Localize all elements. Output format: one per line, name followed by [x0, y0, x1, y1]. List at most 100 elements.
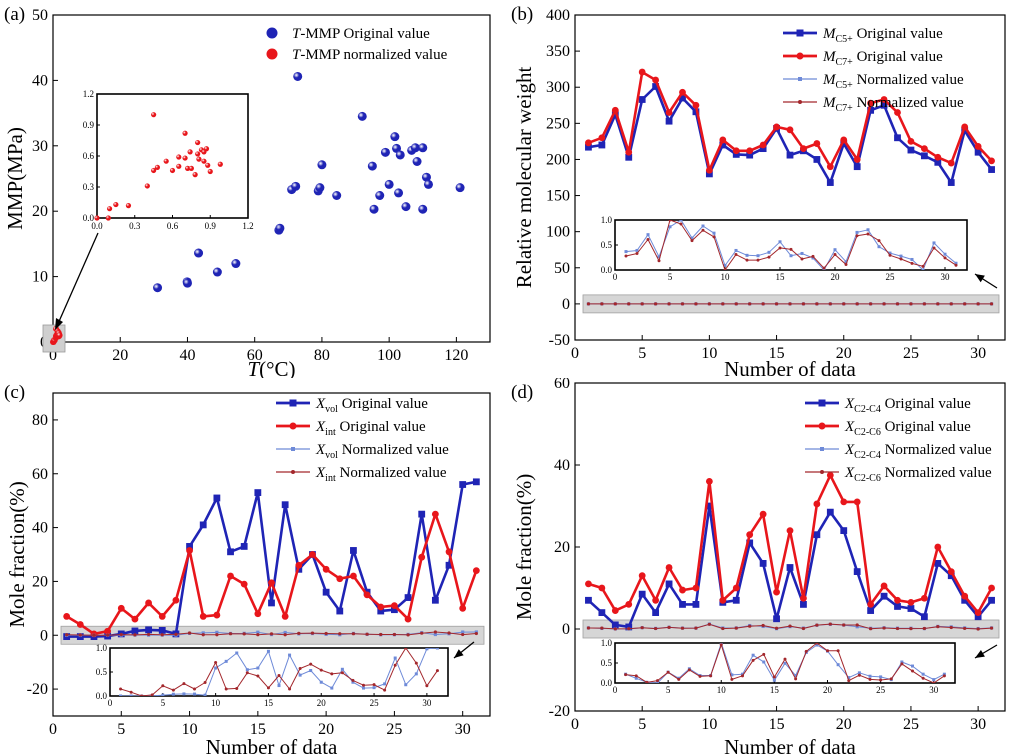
data-point	[322, 565, 330, 573]
data-point	[384, 179, 394, 189]
legend-marker	[820, 470, 824, 474]
data-point	[150, 693, 154, 696]
y-tick-label: 10	[32, 269, 48, 286]
data-point	[586, 626, 591, 630]
data-point	[65, 633, 69, 637]
data-point	[161, 684, 165, 688]
inset-x-tick-label: 5	[161, 698, 166, 708]
legend-entry: XC2-C6 Normalized value	[805, 465, 992, 484]
data-point	[652, 83, 660, 90]
data-point	[256, 630, 260, 634]
legend-label-italic: X	[844, 396, 855, 412]
data-point	[745, 258, 749, 262]
data-point	[692, 601, 700, 608]
data-point	[826, 508, 834, 516]
data-point	[833, 253, 837, 257]
data-point	[701, 224, 705, 228]
data-point	[394, 188, 404, 198]
data-point	[291, 181, 301, 191]
inset-x-tick-label: 0.6	[167, 221, 179, 231]
data-point	[759, 141, 767, 149]
data-point	[974, 609, 982, 616]
data-point	[759, 510, 767, 518]
data-point	[889, 677, 893, 681]
x-tick-label: 5	[638, 345, 646, 362]
data-point	[732, 150, 740, 158]
data-point	[815, 302, 819, 306]
data-point	[759, 145, 767, 153]
data-point	[855, 234, 859, 238]
inset-y-tick-label: 1.0	[601, 215, 613, 225]
inset-x-tick-label: 0.9	[205, 221, 217, 231]
x-tick-label: 120	[444, 347, 468, 364]
panel-label: (a)	[4, 4, 25, 25]
data-point	[275, 223, 285, 233]
y-tick-label: 300	[546, 79, 570, 96]
data-point	[921, 268, 925, 270]
data-point	[961, 596, 969, 604]
data-point	[404, 648, 408, 650]
legend-label-text: Normalized value	[338, 442, 449, 458]
inset-y-tick-label: 0.6	[83, 151, 95, 161]
data-point	[988, 584, 995, 592]
y-axis-label: Relative molecular weight	[512, 67, 536, 289]
data-point	[213, 494, 221, 502]
data-point	[943, 256, 947, 260]
data-point	[840, 498, 848, 506]
data-point	[907, 146, 915, 154]
data-point	[351, 632, 356, 636]
legend-label-italic: X	[315, 419, 326, 435]
legend-label-subscript: C5+	[836, 80, 854, 91]
x-tick-label: 40	[179, 347, 195, 364]
data-point	[410, 143, 420, 153]
legend-label-text: Normalized value	[881, 442, 992, 458]
inset-y-tick-label: 0.5	[601, 658, 613, 668]
data-point	[772, 675, 776, 679]
data-point	[277, 674, 281, 678]
data-point	[794, 674, 798, 678]
data-point	[129, 690, 133, 694]
data-point	[362, 683, 365, 687]
legend-label: MC5+ Original value	[822, 26, 943, 45]
data-point	[445, 548, 453, 556]
legend-label: T-MMP Original value	[292, 26, 430, 42]
data-point	[227, 548, 234, 556]
data-point	[840, 136, 848, 144]
data-point	[652, 76, 660, 84]
data-point	[922, 302, 926, 306]
series-C2-C6-original	[585, 471, 995, 616]
x-tick-label: 0	[49, 721, 57, 738]
data-point	[730, 677, 734, 681]
data-point	[976, 302, 980, 306]
legend-label-text: Original value	[338, 396, 428, 412]
x-axis-label-italic: T	[247, 357, 260, 378]
data-point	[231, 259, 241, 269]
data-point	[855, 302, 859, 306]
x-tick-label: 0	[571, 716, 579, 733]
legend-label: MC7+ Normalized value	[822, 95, 964, 114]
data-point	[867, 106, 875, 114]
inset-y-tick-label: 0.5	[96, 667, 108, 677]
data-point	[894, 596, 901, 604]
data-point	[281, 501, 289, 509]
data-point	[224, 687, 228, 691]
data-point	[182, 682, 186, 686]
data-point	[654, 302, 658, 306]
data-point	[866, 232, 870, 236]
data-point	[625, 601, 633, 608]
data-point	[161, 693, 165, 696]
data-point	[963, 626, 967, 631]
data-point	[635, 251, 639, 255]
data-point	[719, 141, 727, 149]
inset-series-C5+	[624, 220, 958, 270]
data-point	[709, 674, 713, 678]
data-point	[867, 601, 875, 608]
data-point	[751, 653, 755, 657]
zoom-arrowhead	[55, 318, 63, 330]
data-point	[654, 626, 658, 631]
data-point	[761, 623, 765, 628]
data-point	[228, 632, 233, 636]
data-point	[638, 572, 646, 580]
data-point	[245, 668, 249, 672]
